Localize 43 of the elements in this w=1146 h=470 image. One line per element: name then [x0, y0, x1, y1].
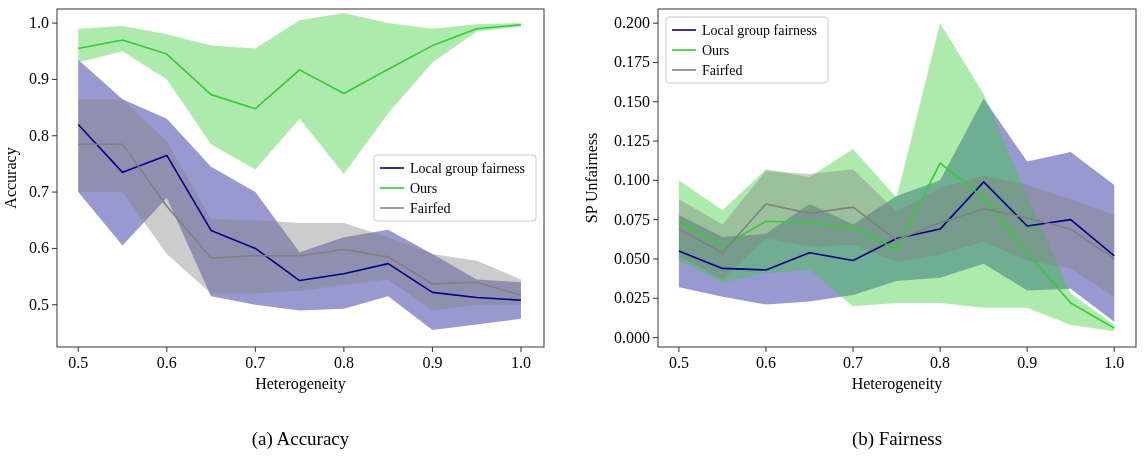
text: (a) Accuracy [251, 428, 350, 450]
text: (b) Fairness [851, 428, 943, 450]
line-series [678, 181, 1116, 271]
x-tick-label: 0.6 [755, 354, 776, 371]
y-tick-label: 0.075 [614, 210, 650, 228]
x-axis-title: Heterogeneity [851, 375, 943, 393]
x-tick-label: 1.0 [510, 354, 531, 371]
line-series [678, 162, 1116, 329]
y-axis-title: SP Unfairness [583, 132, 600, 224]
y-tick-label: 0.6 [29, 239, 49, 257]
y-tick-label: 0.150 [614, 92, 650, 110]
legend-label: Local group fairness [410, 161, 526, 176]
y-tick-label: 0.200 [614, 14, 650, 32]
x-tick-label: 0.5 [668, 354, 689, 371]
y-tick-label: 0.5 [29, 295, 49, 313]
line-series [678, 203, 1116, 260]
legend-label: Fairfed [410, 201, 451, 216]
y-tick-label: 0.100 [614, 171, 650, 189]
y-tick-label: 0.125 [614, 132, 650, 150]
x-tick-label: 1.0 [1104, 354, 1125, 371]
x-tick-label: 0.6 [156, 354, 177, 371]
legend-label: Local group fairness [702, 23, 818, 38]
x-tick-label: 0.8 [930, 354, 951, 371]
x-tick-label: 0.7 [843, 354, 864, 371]
y-tick-label: 0.9 [29, 70, 49, 88]
x-axis-title: Heterogeneity [255, 375, 346, 393]
legend-label: Ours [410, 181, 438, 196]
y-tick-label: 0.7 [29, 183, 49, 201]
legend-label: Fairfed [702, 63, 743, 78]
x-tick-label: 0.9 [422, 354, 443, 371]
x-tick-label: 0.9 [1017, 354, 1038, 371]
y-tick-label: 0.050 [614, 249, 650, 267]
y-tick-label: 0.175 [614, 53, 650, 71]
y-tick-label: 0.025 [614, 289, 650, 307]
x-tick-label: 0.7 [245, 354, 266, 371]
y-tick-label: 0.8 [29, 126, 49, 144]
legend-label: Ours [702, 43, 730, 58]
x-tick-label: 0.8 [333, 354, 354, 371]
y-tick-label: 1.0 [29, 14, 49, 32]
y-axis-title: Accuracy [2, 147, 20, 209]
line-series [77, 23, 522, 110]
x-tick-label: 0.5 [68, 354, 89, 371]
y-tick-label: 0.000 [614, 328, 650, 346]
